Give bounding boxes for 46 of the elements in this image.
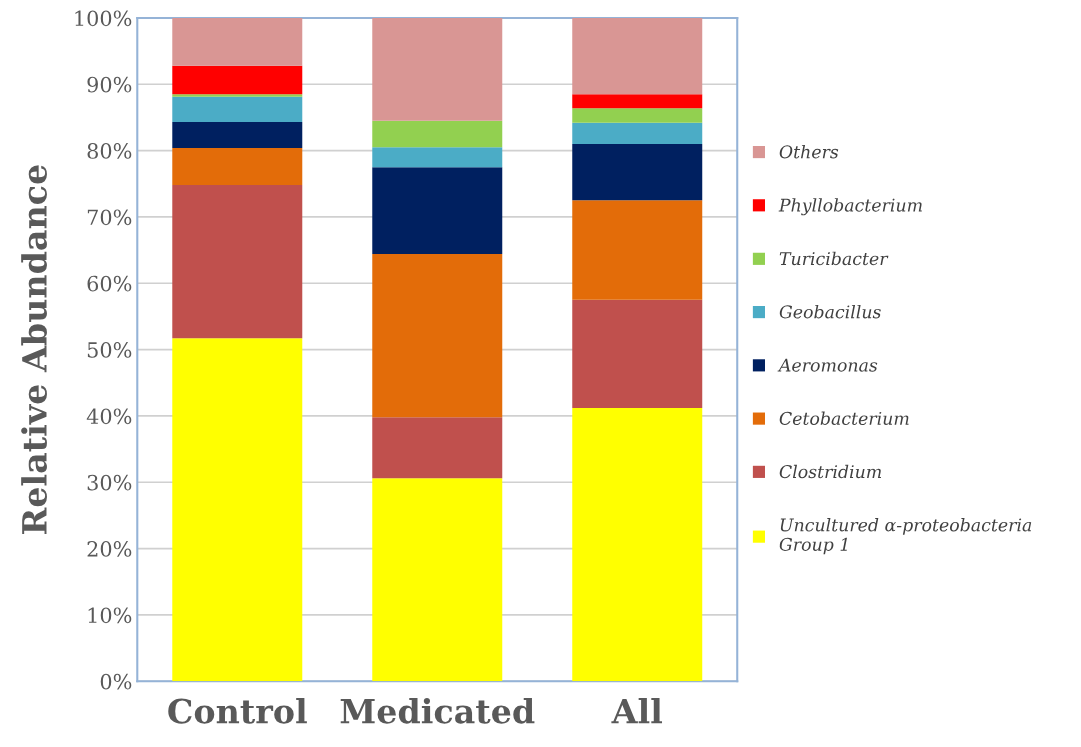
y-tick-label: 60%	[87, 275, 132, 292]
x-tick-label: All	[611, 697, 663, 724]
bar	[572, 200, 703, 300]
bar	[372, 417, 503, 479]
y-tick-label: 0%	[100, 673, 132, 690]
bar	[372, 167, 503, 255]
y-tick-label: 20%	[87, 541, 132, 557]
bar	[372, 147, 503, 168]
bar	[172, 17, 303, 66]
legend-label: Clostridium	[779, 464, 882, 479]
bar	[372, 254, 503, 418]
bar	[572, 17, 703, 95]
y-tick-label: 100%	[75, 10, 132, 27]
y-tick-label: 90%	[87, 76, 132, 93]
legend-label: Phyllobacterium	[778, 198, 922, 216]
bar	[372, 17, 503, 121]
bar	[572, 108, 703, 123]
x-tick-label: Medicated	[340, 697, 535, 724]
legend-label: Cetobacterium	[779, 411, 909, 425]
bar	[572, 299, 703, 408]
legend-label: Aeromonas	[777, 358, 878, 372]
legend-label: Others	[779, 144, 839, 159]
bar	[172, 94, 303, 97]
bar	[172, 338, 303, 682]
legend-label: Uncultured α-proteobacteria Group 1	[779, 518, 1032, 555]
x-tick-label: Control	[168, 697, 307, 724]
bar	[572, 94, 703, 109]
bar	[172, 96, 303, 123]
y-tick-label: 70%	[87, 209, 132, 226]
bar	[572, 143, 703, 201]
legend-label: Turicibacter	[779, 251, 889, 266]
y-tick-label: 30%	[87, 474, 132, 491]
y-tick-label: 50%	[87, 342, 132, 358]
bar	[572, 122, 703, 144]
bar	[572, 407, 703, 682]
bar	[372, 478, 503, 682]
bar	[372, 120, 503, 148]
bar	[172, 185, 303, 339]
bar	[172, 65, 303, 95]
y-tick-label: 40%	[86, 408, 132, 425]
y-axis-title: Relative Abundance	[21, 165, 47, 534]
y-tick-label: 10%	[88, 607, 132, 624]
y-tick-label: 80%	[87, 143, 132, 159]
legend-label: Geobacillus	[779, 304, 881, 319]
bar	[172, 147, 303, 186]
bar	[172, 122, 303, 148]
